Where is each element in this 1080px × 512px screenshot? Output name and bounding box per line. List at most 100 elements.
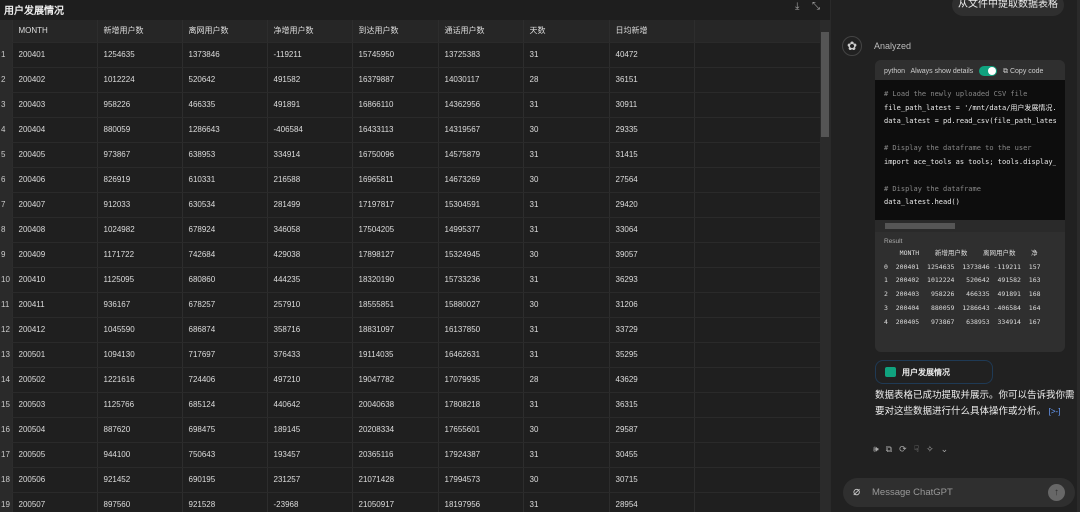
column-header[interactable]: 通话用户数 [438,20,524,43]
table-cell: 200403 [12,92,98,118]
table-cell: 880059 [97,117,183,143]
send-button[interactable]: ↑ [1048,484,1065,501]
column-header[interactable]: MONTH [12,20,98,43]
table-cell: 1045590 [97,317,183,343]
table-row[interactable]: 18 200506 921452 690195 231257 21071428 179945… [0,467,821,493]
table-cell: 21071428 [352,467,439,493]
table-cell: 200404 [12,117,98,143]
column-header[interactable]: 离网用户数 [182,20,268,43]
table-cell: 18320190 [352,267,439,293]
table-cell: 973867 [97,142,183,168]
table-row[interactable]: 16 200504 887620 698475 189145 20208334 176556… [0,417,821,443]
table-cell: 444235 [267,267,353,293]
row-index: 5 [0,142,13,168]
table-chip[interactable]: 用户发展情况 [875,360,993,384]
index-header [0,20,13,43]
table-cell: 429038 [267,242,353,268]
table-cell: 257910 [267,292,353,318]
table-row[interactable]: 11 200411 936167 678257 257910 18555851 158800… [0,292,821,318]
copy-code-button[interactable]: Copy code [1009,67,1044,75]
table-cell: 16379887 [352,67,439,93]
column-header[interactable]: 新增用户数 [97,20,183,43]
empty-cell [694,142,821,168]
table-cell: 15304591 [438,192,524,218]
table-cell: 28 [523,67,610,93]
table-row[interactable]: 17 200505 944100 750643 193457 20365116 179243… [0,442,821,468]
result-line: 3 200404 880059 1286643 -406584 164 [884,303,1041,312]
code-scrollbar[interactable] [875,220,1065,232]
row-index: 6 [0,167,13,193]
empty-cell [694,317,821,343]
table-row[interactable]: 14 200502 1221616 724406 497210 19047782 17079… [0,367,821,393]
table-row[interactable]: 2 200402 1012224 520642 491582 16379887 140301… [0,67,821,93]
table-cell: 334914 [267,142,353,168]
table-cell: 1125095 [97,267,183,293]
table-cell: 31415 [609,142,695,168]
empty-cell [694,392,821,418]
empty-cell [694,342,821,368]
row-index: 7 [0,192,13,218]
table-cell: 19114035 [352,342,439,368]
table-cell: 17808218 [438,392,524,418]
table-row[interactable]: 15 200503 1125766 685124 440642 20040638 17808… [0,392,821,418]
table-cell: 31 [523,142,610,168]
table-row[interactable]: 13 200501 1094130 717697 376433 19114035 16462… [0,342,821,368]
table-row[interactable]: 12 200412 1045590 686874 358716 18831097 16137… [0,317,821,343]
table-cell: 29587 [609,417,695,443]
read-aloud-icon[interactable]: 🕪 [873,444,886,454]
result-line: MONTH 新增用户数 离网用户数 净 [884,249,1038,257]
attach-icon[interactable]: ⌀ [853,484,861,498]
table-cell: 28954 [609,492,695,512]
sparkle-menu-icon[interactable]: ✧⌄ [926,444,956,454]
table-row[interactable]: 8 200408 1024982 678924 346058 17504205 149953… [0,217,821,243]
column-header[interactable]: 净增用户数 [267,20,353,43]
column-header[interactable]: 到达用户数 [352,20,439,43]
cite-link[interactable]: [>-] [1048,407,1061,416]
row-index: 9 [0,242,13,268]
table-cell: 30 [523,117,610,143]
chat-scrollbar[interactable] [1077,0,1080,512]
analyzed-status[interactable]: Analyzed [874,41,912,51]
table-cell: 30 [523,292,610,318]
assistant-message: 数据表格已成功提取并展示。你可以告诉我你需要对这些数据进行什么具体操作或分析。 … [875,388,1075,420]
table-cell: 14319567 [438,117,524,143]
code-line: import ace_tools as tools; tools.display… [884,157,1056,166]
collapse-icon[interactable]: ⤡ [812,1,820,12]
message-input[interactable]: ⌀ Message ChatGPT ↑ [843,478,1075,507]
vertical-scrollbar[interactable] [820,20,830,512]
table-row[interactable]: 4 200404 880059 1286643 -406584 16433113 14319… [0,117,821,143]
row-index: 17 [0,442,13,468]
table-cell: 491582 [267,67,353,93]
table-row[interactable]: 3 200403 958226 466335 491891 16866110 1436295… [0,92,821,118]
table-row[interactable]: 1 200401 1254635 1373846 -119211 15745950 1372… [0,42,821,68]
table-cell: 724406 [182,367,268,393]
copy-icon[interactable]: ⧉ [885,444,900,454]
table-row[interactable]: 9 200409 1171722 742684 429038 17898127 153249… [0,242,821,268]
table-cell: 200407 [12,192,98,218]
download-icon[interactable]: ⤓ [795,1,800,12]
always-show-toggle[interactable] [979,66,998,76]
code-line: # Display the dataframe [884,184,981,193]
thumbs-down-icon[interactable]: ☟ [913,444,927,454]
table-cell: 30911 [609,92,695,118]
table-row[interactable]: 7 200407 912033 630534 281499 17197817 1530459… [0,192,821,218]
table-cell: 921528 [182,492,268,512]
table-cell: 31 [523,267,610,293]
row-index: 8 [0,217,13,243]
table-cell: 200410 [12,267,98,293]
regenerate-icon[interactable]: ⟳ [899,444,914,454]
table-icon [885,367,896,377]
table-row[interactable]: 19 200507 897560 921528 -23968 21050917 181979… [0,492,821,512]
copy-icon[interactable]: ⧉ [1003,67,1009,75]
table-cell: 36151 [609,67,695,93]
table-row[interactable]: 5 200405 973867 638953 334914 16750096 1457587… [0,142,821,168]
table-row[interactable]: 10 200410 1125095 680860 444235 18320190 15733… [0,267,821,293]
table-cell: 17924387 [438,442,524,468]
result-line: 4 200405 973867 638953 334914 167 [884,317,1041,326]
empty-cell [694,467,821,493]
column-header[interactable]: 天数 [523,20,610,43]
column-header[interactable]: 日均新增 [609,20,695,43]
table-cell: 216588 [267,167,353,193]
empty-cell [694,167,821,193]
table-row[interactable]: 6 200406 826919 610331 216588 16965811 1467326… [0,167,821,193]
